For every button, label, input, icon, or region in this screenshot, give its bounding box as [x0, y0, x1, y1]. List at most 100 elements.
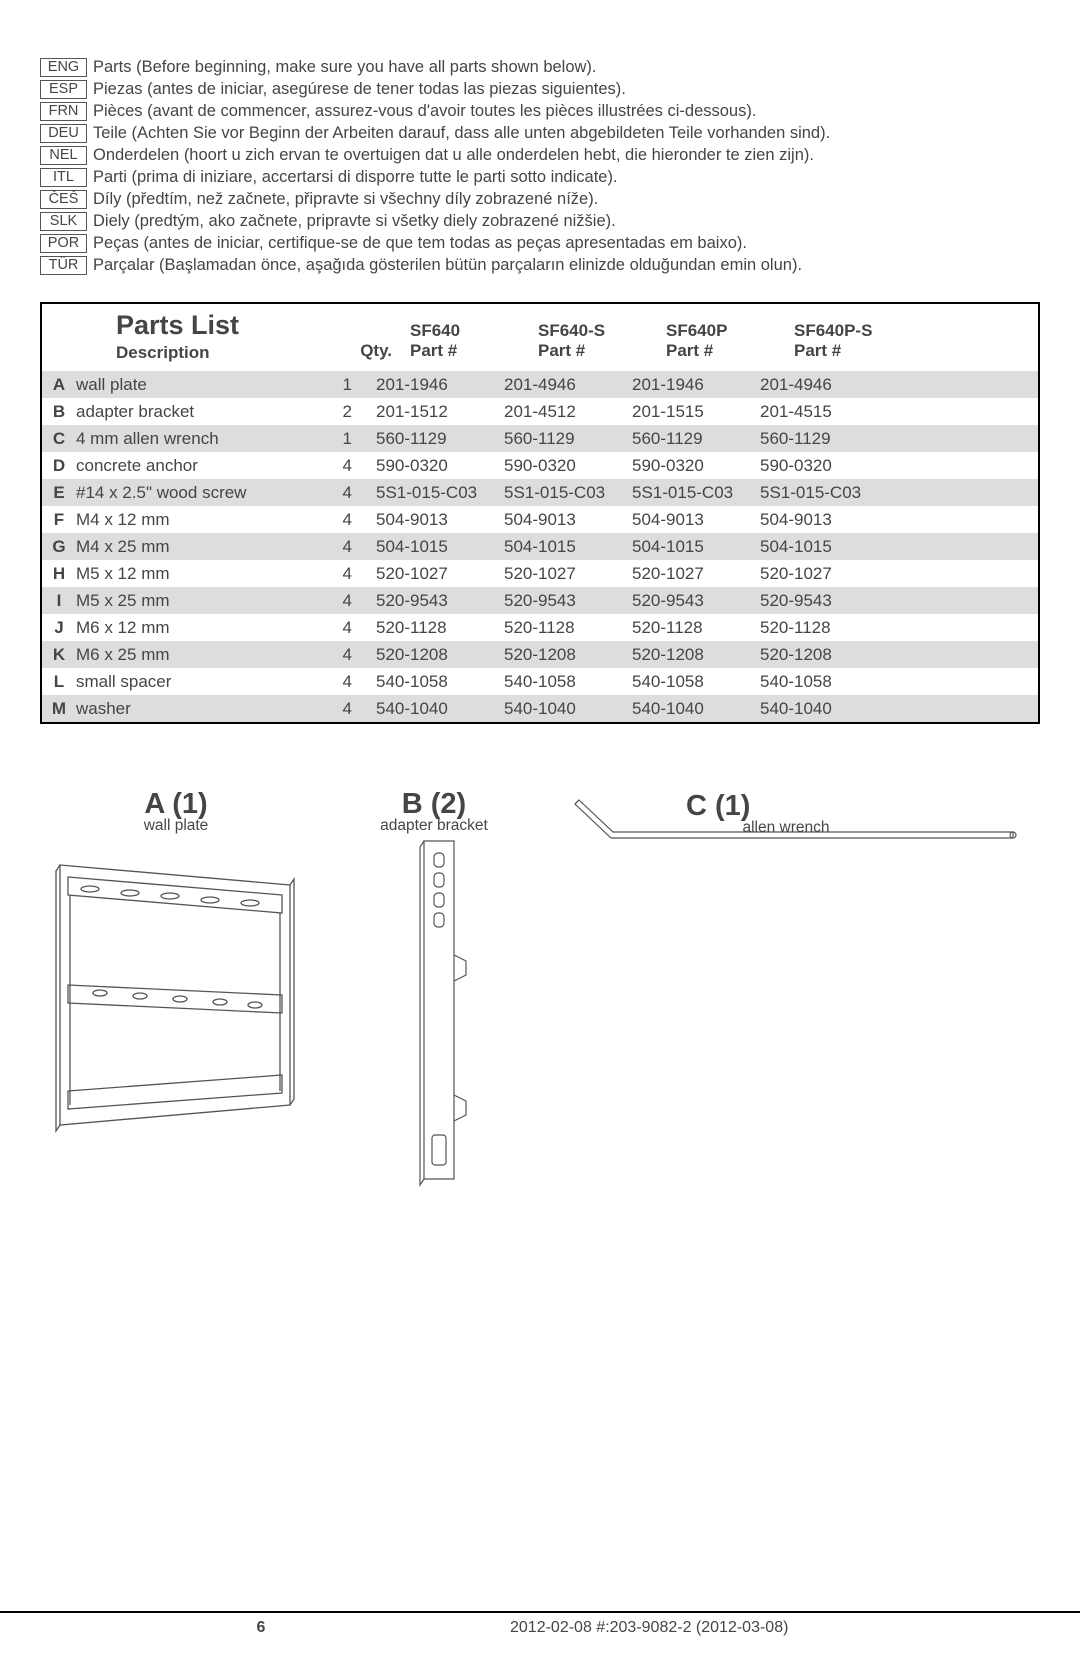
row-label: J	[42, 618, 76, 638]
lang-text: Pièces (avant de commencer, assurez-vous…	[93, 102, 756, 121]
row-desc: #14 x 2.5" wood screw	[76, 483, 292, 503]
row-part-2: 520-1208	[632, 645, 760, 665]
row-part-3: 590-0320	[760, 456, 880, 476]
row-label: B	[42, 402, 76, 422]
row-desc: small spacer	[76, 672, 292, 692]
row-qty: 1	[292, 429, 376, 449]
col-header-3: SF640P-S Part #	[794, 321, 914, 363]
row-qty: 4	[292, 537, 376, 557]
lang-code: ITL	[40, 168, 87, 187]
row-part-2: 201-1515	[632, 402, 760, 422]
row-part-2: 560-1129	[632, 429, 760, 449]
lang-row: ESPPiezas (antes de iniciar, asegúrese d…	[40, 78, 1040, 100]
row-qty: 4	[292, 483, 376, 503]
row-part-3: 520-1027	[760, 564, 880, 584]
qty-header: Qty.	[332, 341, 410, 363]
row-label: K	[42, 645, 76, 665]
row-part-1: 540-1058	[504, 672, 632, 692]
diagram-b-sub: adapter bracket	[324, 817, 544, 835]
table-row: HM5 x 12 mm4520-1027520-1027520-1027520-…	[42, 560, 1038, 587]
part-diagrams: A (1) wall plate	[40, 788, 1040, 1195]
row-part-0: 520-1208	[376, 645, 504, 665]
row-desc: wall plate	[76, 375, 292, 395]
row-part-2: 504-1015	[632, 537, 760, 557]
col-header-0: SF640 Part #	[410, 321, 538, 363]
adapter-bracket-icon	[374, 835, 494, 1195]
lang-row: NEL Onderdelen (hoort u zich ervan te ove…	[40, 144, 1040, 166]
table-row: Lsmall spacer4540-1058540-1058540-105854…	[42, 668, 1038, 695]
lang-code: ČEŠ	[40, 190, 87, 209]
lang-code: DEU	[40, 124, 87, 143]
row-qty: 4	[292, 591, 376, 611]
lang-code: NEL	[40, 146, 87, 165]
row-qty: 1	[292, 375, 376, 395]
row-part-0: 5S1-015-C03	[376, 483, 504, 503]
row-part-2: 520-1128	[632, 618, 760, 638]
page-number: 6	[12, 1619, 510, 1637]
table-subtitle: Description	[116, 343, 332, 363]
row-part-1: 520-1027	[504, 564, 632, 584]
diagram-b-title: B (2)	[402, 788, 466, 820]
row-part-1: 520-1128	[504, 618, 632, 638]
parts-table: Parts List Description Qty. SF640 Part #…	[40, 302, 1040, 724]
row-part-1: 5S1-015-C03	[504, 483, 632, 503]
col-header-1: SF640-S Part #	[538, 321, 666, 363]
lang-code: SLK	[40, 212, 87, 231]
row-part-0: 520-1128	[376, 618, 504, 638]
row-part-0: 590-0320	[376, 456, 504, 476]
footer-info: 2012-02-08 #:203-9082-2 (2012-03-08)	[510, 1619, 1038, 1637]
row-qty: 4	[292, 564, 376, 584]
row-part-3: 520-1128	[760, 618, 880, 638]
row-label: F	[42, 510, 76, 530]
row-part-3: 504-9013	[760, 510, 880, 530]
row-part-1: 504-1015	[504, 537, 632, 557]
col-header-2: SF640P Part #	[666, 321, 794, 363]
row-part-0: 520-9543	[376, 591, 504, 611]
page-footer: 6 2012-02-08 #:203-9082-2 (2012-03-08)	[0, 1611, 1080, 1637]
lang-code: POR	[40, 234, 87, 253]
row-part-3: 520-1208	[760, 645, 880, 665]
lang-text: Parçalar (Başlamadan önce, aşağıda göste…	[93, 256, 802, 275]
row-part-0: 560-1129	[376, 429, 504, 449]
lang-row: ENGParts (Before beginning, make sure yo…	[40, 56, 1040, 78]
row-label: I	[42, 591, 76, 611]
row-part-2: 201-1946	[632, 375, 760, 395]
row-desc: M4 x 12 mm	[76, 510, 292, 530]
lang-code: TÜR	[40, 256, 87, 275]
row-label: E	[42, 483, 76, 503]
lang-row: FRNPièces (avant de commencer, assurez-v…	[40, 100, 1040, 122]
row-desc: M5 x 25 mm	[76, 591, 292, 611]
lang-text: Teile (Achten Sie vor Beginn der Arbeite…	[93, 124, 830, 143]
lang-row: SLK Diely (predtým, ako začnete, pripravt…	[40, 210, 1040, 232]
row-label: L	[42, 672, 76, 692]
row-part-2: 520-1027	[632, 564, 760, 584]
row-part-3: 540-1040	[760, 699, 880, 719]
table-row: E#14 x 2.5" wood screw45S1-015-C035S1-01…	[42, 479, 1038, 506]
lang-text: Piezas (antes de iniciar, asegúrese de t…	[93, 80, 626, 99]
row-qty: 4	[292, 456, 376, 476]
diagram-a-title: A (1)	[144, 788, 207, 820]
row-part-3: 5S1-015-C03	[760, 483, 880, 503]
lang-text: Díly (předtím, než začnete, připravte si…	[93, 190, 598, 209]
table-row: KM6 x 25 mm4520-1208520-1208520-1208520-…	[42, 641, 1038, 668]
lang-text: Diely (predtým, ako začnete, pripravte s…	[93, 212, 616, 231]
row-part-3: 504-1015	[760, 537, 880, 557]
row-label: M	[42, 699, 76, 719]
lang-row: ČEŠ Díly (předtím, než začnete, připravte…	[40, 188, 1040, 210]
row-part-3: 540-1058	[760, 672, 880, 692]
lang-text: Parti (prima di iniziare, accertarsi di …	[93, 168, 618, 187]
lang-text: Peças (antes de iniciar, certifique-se d…	[93, 234, 747, 253]
row-part-0: 520-1027	[376, 564, 504, 584]
row-part-2: 5S1-015-C03	[632, 483, 760, 503]
row-label: G	[42, 537, 76, 557]
row-part-0: 201-1946	[376, 375, 504, 395]
row-part-0: 201-1512	[376, 402, 504, 422]
row-label: H	[42, 564, 76, 584]
lang-row: ITL Parti (prima di iniziare, accertarsi …	[40, 166, 1040, 188]
lang-row: POR Peças (antes de iniciar, certifique-s…	[40, 232, 1040, 254]
row-part-0: 540-1040	[376, 699, 504, 719]
lang-text: Onderdelen (hoort u zich ervan te overtu…	[93, 146, 814, 165]
row-qty: 4	[292, 510, 376, 530]
row-desc: M4 x 25 mm	[76, 537, 292, 557]
lang-row: DEU Teile (Achten Sie vor Beginn der Arbe…	[40, 122, 1040, 144]
